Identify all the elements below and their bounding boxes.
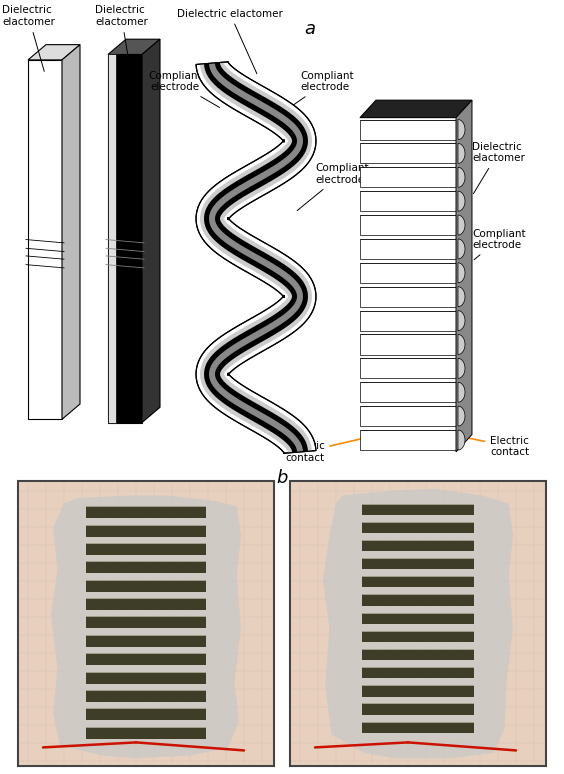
- Text: b: b: [276, 468, 288, 487]
- Polygon shape: [28, 60, 62, 420]
- Polygon shape: [86, 635, 206, 647]
- Polygon shape: [362, 504, 474, 515]
- Text: Electric
contact: Electric contact: [285, 436, 371, 463]
- Text: a: a: [305, 19, 315, 38]
- Polygon shape: [86, 525, 206, 536]
- Polygon shape: [360, 382, 456, 402]
- Polygon shape: [360, 239, 456, 259]
- Polygon shape: [458, 167, 465, 187]
- Polygon shape: [360, 263, 456, 283]
- Polygon shape: [360, 358, 456, 378]
- Polygon shape: [86, 506, 206, 518]
- Polygon shape: [362, 685, 474, 697]
- Text: Dielectric
elactomer: Dielectric elactomer: [2, 5, 55, 71]
- Polygon shape: [458, 358, 465, 378]
- Polygon shape: [458, 263, 465, 283]
- Text: Dielectric
elactomer: Dielectric elactomer: [95, 5, 148, 66]
- Polygon shape: [28, 45, 80, 60]
- Polygon shape: [458, 430, 465, 450]
- Polygon shape: [142, 39, 160, 423]
- Polygon shape: [458, 215, 465, 235]
- Polygon shape: [86, 653, 206, 665]
- Polygon shape: [360, 119, 456, 139]
- Text: Electric
contact: Electric contact: [461, 435, 529, 457]
- Polygon shape: [360, 167, 456, 187]
- Polygon shape: [458, 382, 465, 402]
- Polygon shape: [86, 580, 206, 591]
- Polygon shape: [209, 63, 303, 452]
- Polygon shape: [86, 690, 206, 702]
- Polygon shape: [108, 39, 160, 54]
- Polygon shape: [108, 54, 116, 423]
- Polygon shape: [360, 100, 472, 118]
- Polygon shape: [86, 616, 206, 628]
- Polygon shape: [362, 594, 474, 606]
- Polygon shape: [362, 612, 474, 624]
- Polygon shape: [323, 489, 513, 759]
- Polygon shape: [86, 561, 206, 574]
- Polygon shape: [200, 62, 312, 453]
- Polygon shape: [290, 481, 546, 766]
- Polygon shape: [86, 672, 206, 683]
- Polygon shape: [18, 481, 274, 766]
- Polygon shape: [360, 430, 456, 450]
- Text: Dielectric elactomer: Dielectric elactomer: [177, 9, 283, 74]
- Polygon shape: [360, 286, 456, 307]
- Polygon shape: [362, 522, 474, 533]
- Polygon shape: [86, 708, 206, 721]
- Polygon shape: [362, 576, 474, 587]
- Text: Compliant
electrode: Compliant electrode: [148, 70, 219, 108]
- Text: Compliant
electrode: Compliant electrode: [297, 163, 369, 211]
- Polygon shape: [458, 143, 465, 163]
- Polygon shape: [458, 310, 465, 330]
- Polygon shape: [62, 45, 80, 420]
- Polygon shape: [108, 54, 142, 423]
- Polygon shape: [51, 495, 241, 759]
- Polygon shape: [458, 286, 465, 307]
- Polygon shape: [362, 649, 474, 660]
- Polygon shape: [458, 191, 465, 211]
- Polygon shape: [360, 334, 456, 354]
- Polygon shape: [458, 406, 465, 426]
- Polygon shape: [362, 704, 474, 714]
- Polygon shape: [360, 143, 456, 163]
- Polygon shape: [292, 482, 544, 764]
- Polygon shape: [204, 63, 308, 453]
- Polygon shape: [456, 100, 472, 452]
- Polygon shape: [458, 239, 465, 259]
- Polygon shape: [362, 558, 474, 570]
- Polygon shape: [362, 667, 474, 678]
- Polygon shape: [362, 721, 474, 733]
- Polygon shape: [362, 540, 474, 551]
- Polygon shape: [86, 598, 206, 610]
- Text: Compliant
electrode: Compliant electrode: [472, 228, 526, 259]
- Polygon shape: [362, 631, 474, 642]
- Text: Dielectric
elactomer: Dielectric elactomer: [472, 142, 525, 194]
- Polygon shape: [86, 727, 206, 738]
- Polygon shape: [360, 310, 456, 330]
- Polygon shape: [20, 482, 272, 764]
- Polygon shape: [86, 543, 206, 555]
- Polygon shape: [196, 62, 316, 454]
- Polygon shape: [360, 406, 456, 426]
- Polygon shape: [458, 334, 465, 354]
- Polygon shape: [458, 119, 465, 139]
- Polygon shape: [360, 215, 456, 235]
- Text: Compliant
electrode: Compliant electrode: [282, 70, 354, 113]
- Polygon shape: [360, 191, 456, 211]
